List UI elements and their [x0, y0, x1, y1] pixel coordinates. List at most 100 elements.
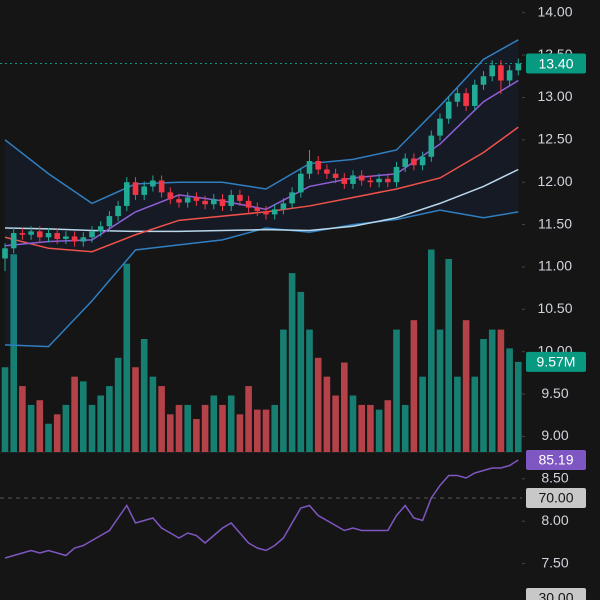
y-tick-label: 13.00 [537, 88, 572, 104]
candle-body [80, 237, 87, 242]
volume-bar [471, 376, 479, 452]
candle-body [506, 70, 513, 81]
candle-body [219, 199, 226, 206]
candle-body [193, 197, 200, 201]
volume-bar [254, 409, 261, 452]
candle-body [2, 248, 8, 259]
volume-bar [175, 404, 183, 452]
candle-body [89, 231, 95, 238]
candle-body [445, 101, 452, 119]
candle-body [498, 65, 504, 81]
candle-body [402, 158, 408, 167]
volume-bar [262, 409, 270, 452]
volume-bar [193, 419, 200, 452]
candle-body [367, 180, 374, 183]
volume-bar [384, 400, 392, 452]
volume-bar [288, 273, 296, 452]
candle-body [289, 192, 295, 204]
volume-bar [488, 329, 496, 452]
volume-bar [306, 329, 313, 452]
volume-bar [158, 386, 165, 452]
candle-body [10, 233, 17, 249]
candle-body [97, 226, 104, 232]
candle-body [280, 203, 287, 210]
volume-bar [428, 249, 435, 452]
volume-bar [184, 404, 191, 452]
candle-body [341, 177, 348, 184]
candle-body [150, 180, 156, 187]
candle-body [106, 216, 113, 227]
candle-body [306, 161, 313, 174]
axis-badge-label: 30.00 [538, 590, 573, 600]
volume-bar [53, 414, 61, 452]
candle-body [167, 192, 174, 200]
candle-body [376, 178, 382, 183]
volume-bar [506, 348, 513, 452]
candle-body [454, 93, 461, 102]
candle-body [515, 63, 522, 71]
candle-body [158, 180, 165, 193]
candle-body [237, 194, 243, 201]
volume-bar [436, 329, 444, 452]
candle-body [28, 231, 34, 235]
volume-bar [341, 362, 348, 452]
candle-body [228, 194, 234, 206]
volume-bar [323, 376, 331, 452]
axis-badge-label: 70.00 [538, 490, 573, 506]
volume-bar [210, 395, 218, 452]
volume-bar [167, 414, 174, 452]
volume-bar [114, 357, 122, 452]
axis-badge-label: 13.40 [538, 55, 573, 71]
y-tick-label: 11.50 [538, 215, 572, 231]
candle-body [358, 175, 365, 181]
candle-body [324, 169, 330, 174]
volume-bar [149, 376, 157, 452]
candle-body [393, 166, 400, 183]
volume-bar [219, 404, 226, 452]
y-tick-label: 14.00 [537, 3, 572, 19]
candle-body [411, 158, 417, 166]
axis-badge [526, 588, 586, 600]
y-tick-label: 8.00 [541, 512, 568, 528]
candle-body [271, 209, 278, 215]
volume-bar [462, 320, 470, 452]
volume-bar [367, 404, 374, 452]
candle-body [419, 156, 426, 166]
volume-bar [227, 395, 235, 452]
volume-bar [106, 386, 113, 452]
candle-body [184, 197, 191, 203]
candle-body [211, 199, 217, 205]
candle-body [45, 233, 52, 238]
candle-body [472, 84, 478, 106]
volume-bar [71, 376, 78, 452]
candle-body [428, 135, 435, 157]
volume-bar [19, 386, 26, 452]
volume-bar [401, 404, 409, 452]
y-tick-label: 12.50 [537, 131, 572, 147]
volume-bar [140, 339, 148, 452]
volume-bar [97, 395, 104, 452]
volume-bar [393, 329, 400, 452]
y-tick-label: 7.50 [541, 554, 568, 570]
candle-body [141, 186, 147, 195]
candle-body [463, 93, 469, 106]
volume-bar [88, 404, 96, 452]
axis-badge [526, 488, 586, 508]
volume-bar [480, 339, 487, 452]
volume-bar [314, 357, 322, 452]
candle-body [202, 200, 208, 205]
candle-body [254, 207, 261, 212]
candle-body [124, 182, 130, 206]
volume-bar [497, 329, 505, 452]
volume-bar [271, 404, 278, 452]
candle-body [71, 236, 78, 242]
candle-body [298, 173, 304, 193]
axis-badge [526, 53, 586, 74]
candle-body [332, 173, 339, 178]
axis-badge-label: 85.19 [538, 452, 573, 468]
candle-body [245, 200, 252, 208]
candle-body [176, 199, 182, 203]
volume-bar [515, 361, 522, 452]
volume-bar [36, 400, 44, 452]
axis-badge [526, 351, 586, 372]
